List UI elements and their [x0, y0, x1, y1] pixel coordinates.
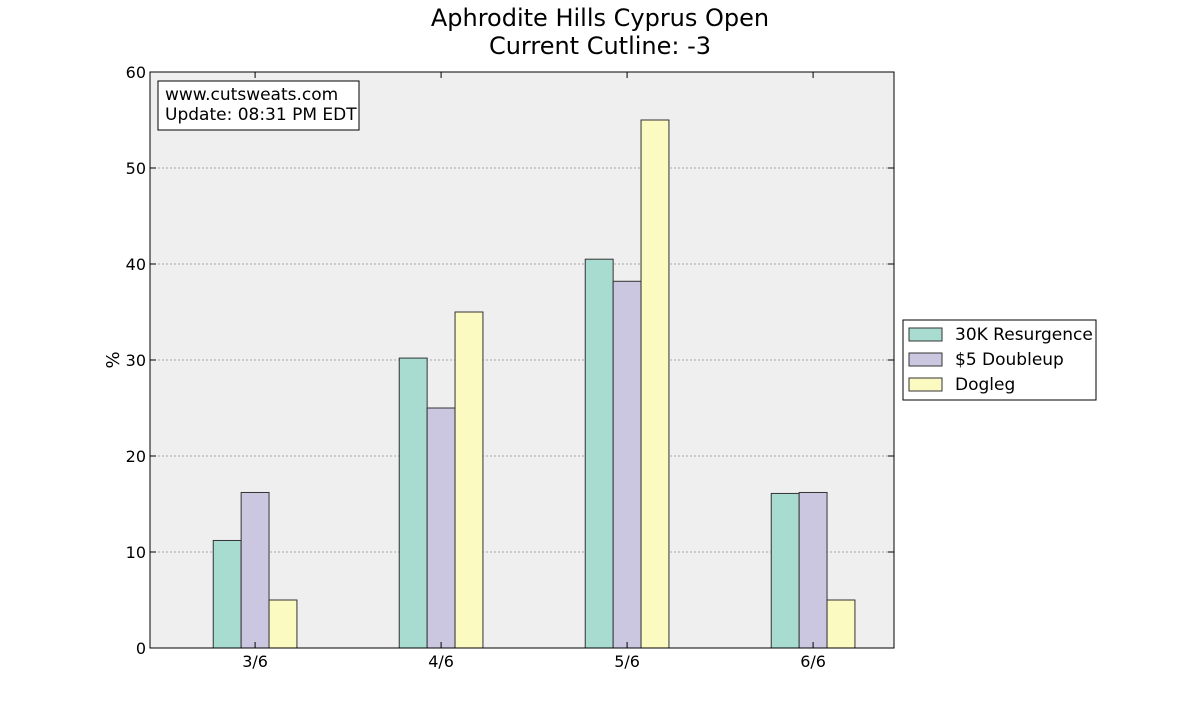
- y-tick-label: 50: [126, 159, 146, 178]
- legend-label: Dogleg: [955, 375, 1015, 395]
- bar: [426, 407, 456, 649]
- chart-subtitle: Current Cutline: -3: [489, 32, 711, 60]
- annotation-frame: [157, 80, 360, 131]
- bar: [798, 491, 828, 649]
- x-tick-label: 4/6: [428, 652, 454, 671]
- y-tick-label: 20: [126, 447, 146, 466]
- bar: [826, 599, 856, 649]
- bar: [398, 357, 428, 649]
- y-tick-label: 0: [136, 639, 146, 658]
- legend: 30K Resurgence $5 Doubleup Dogleg: [902, 319, 1097, 401]
- y-tick-label: 60: [126, 63, 146, 82]
- x-tick-label: 3/6: [242, 652, 268, 671]
- bar: [584, 258, 614, 649]
- legend-swatch: [908, 352, 943, 367]
- bar: [268, 599, 298, 649]
- y-tick-label: 40: [126, 255, 146, 274]
- y-axis: 0 10 20 30 40 50 60: [126, 63, 894, 658]
- legend-label: 30K Resurgence: [955, 325, 1093, 345]
- y-axis-label: %: [103, 351, 124, 368]
- bar: [640, 119, 670, 649]
- legend-swatch: [908, 327, 943, 342]
- x-tick-label: 5/6: [614, 652, 640, 671]
- bar: [454, 311, 484, 649]
- bar: [240, 491, 270, 649]
- grid-lines: [150, 167, 894, 553]
- bars: [212, 119, 856, 649]
- legend-label: $5 Doubleup: [955, 350, 1064, 370]
- y-tick-label: 10: [126, 543, 146, 562]
- annotation-box: www.cutsweats.com Update: 08:31 PM EDT: [157, 80, 360, 131]
- annotation-update: Update: 08:31 PM EDT: [165, 105, 357, 125]
- x-tick-label: 6/6: [800, 652, 826, 671]
- x-axis: 3/6 4/6 5/6 6/6: [242, 72, 826, 671]
- y-tick-label: 30: [126, 351, 146, 370]
- bar: [612, 280, 642, 649]
- annotation-website: www.cutsweats.com: [165, 85, 338, 105]
- chart-title: Aphrodite Hills Cyprus Open: [431, 4, 769, 32]
- bar: [770, 492, 800, 649]
- bar: [212, 539, 242, 649]
- legend-swatch: [908, 377, 943, 392]
